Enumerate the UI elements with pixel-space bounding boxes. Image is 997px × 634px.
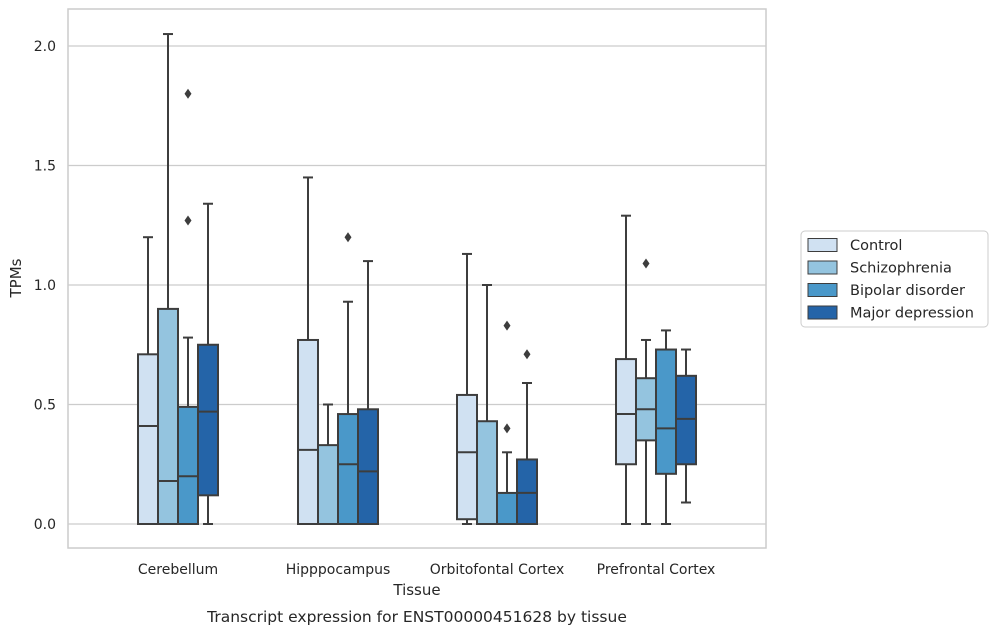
- outlier-point: [523, 349, 531, 360]
- box-body: [516, 458, 538, 525]
- box-plot-marks: [137, 33, 697, 526]
- y-tick-label: 0.0: [34, 517, 56, 533]
- box-2-3: [655, 329, 677, 525]
- box-2-1: [337, 232, 359, 525]
- x-tick-label: Cerebellum: [138, 562, 218, 578]
- y-tick-label: 0.5: [34, 398, 56, 414]
- outlier-point: [642, 258, 650, 269]
- box-2-2: [496, 320, 518, 525]
- box-body: [675, 374, 697, 466]
- y-tick-label: 1.0: [34, 278, 56, 294]
- box-1-2: [476, 284, 498, 526]
- box-body: [357, 408, 379, 525]
- box-1-1: [317, 403, 339, 526]
- legend-label: Control: [850, 238, 902, 254]
- y-axis-label: TPMs: [7, 258, 25, 298]
- x-tick-label: Orbitofontal Cortex: [430, 562, 565, 578]
- legend: Control Schizophrenia Bipolar disorder Majo…: [800, 230, 989, 328]
- legend-label: Bipolar disorder: [850, 283, 965, 299]
- y-tick-label: 2.0: [34, 39, 56, 55]
- outlier-point: [344, 232, 352, 243]
- x-axis-ticks: Cerebellum Hipppocampus Orbitofontal Corte…: [138, 562, 715, 578]
- box-0-1: [297, 176, 319, 525]
- outlier-point: [503, 423, 511, 434]
- plot-area-frame: [67, 8, 767, 549]
- box-body: [157, 307, 179, 525]
- box-2-0: [177, 88, 199, 526]
- outlier-point: [184, 215, 192, 226]
- y-axis-ticks: 0.0 0.5 1.0 1.5 2.0: [34, 39, 56, 533]
- x-tick-label: Prefrontal Cortex: [597, 562, 716, 578]
- legend-swatch: [807, 238, 838, 252]
- legend-label: Major depression: [850, 306, 974, 322]
- x-axis-label: Tissue: [392, 581, 440, 599]
- legend-swatch: [807, 260, 838, 275]
- box-1-3: [635, 258, 657, 525]
- box-body: [337, 413, 359, 525]
- box-body: [655, 348, 677, 475]
- box-3-2: [516, 349, 538, 525]
- box-body: [496, 491, 518, 525]
- box-3-3: [675, 348, 697, 504]
- box-0-2: [456, 252, 478, 525]
- box-body: [615, 358, 637, 466]
- box-body: [476, 420, 498, 526]
- chart-caption: Transcript expression for ENST0000045162…: [206, 608, 627, 626]
- legend-swatch: [807, 283, 838, 297]
- legend-swatch: [807, 305, 838, 320]
- box-3-0: [197, 202, 219, 525]
- box-body: [456, 393, 478, 521]
- box-body: [317, 444, 339, 526]
- box-0-0: [137, 236, 159, 525]
- box-3-1: [357, 260, 379, 525]
- y-tick-label: 1.5: [34, 159, 56, 175]
- box-1-0: [157, 33, 179, 525]
- box-body: [137, 353, 159, 525]
- legend-label: Schizophrenia: [850, 261, 952, 277]
- box-body: [197, 343, 219, 497]
- box-body: [297, 338, 319, 525]
- x-tick-label: Hipppocampus: [286, 562, 391, 578]
- legend-frame: [800, 230, 989, 328]
- outlier-point: [184, 88, 192, 99]
- outlier-point: [503, 320, 511, 331]
- box-0-3: [615, 214, 637, 525]
- box-body: [177, 405, 199, 526]
